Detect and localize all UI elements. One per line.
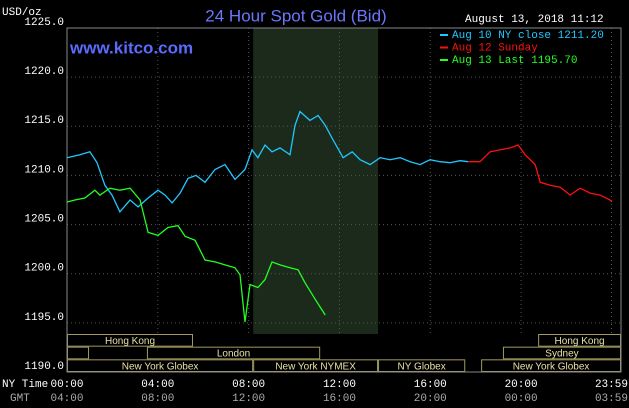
session-label: Sydney <box>545 349 578 360</box>
x-tick-label: 04:00 <box>141 379 174 391</box>
timestamp: August 13, 2018 11:12 <box>465 14 604 26</box>
x-tick-label-gmt: 08:00 <box>141 393 174 405</box>
x-tick-label-gmt: 20:00 <box>414 393 447 405</box>
unit-label: USD/oz <box>2 7 42 19</box>
y-tick-label: 1210.0 <box>24 164 64 176</box>
y-tick-label: 1195.0 <box>24 312 64 324</box>
x-tick-label-gmt: 00:00 <box>505 393 538 405</box>
chart-title: 24 Hour Spot Gold (Bid) <box>205 6 386 25</box>
x-tick-label-gmt: 12:00 <box>232 393 265 405</box>
shaded-span <box>253 28 379 334</box>
x-tick-label: 23:59 <box>595 379 628 391</box>
x-tick-label: 00:00 <box>50 379 83 391</box>
y-tick-label: 1225.0 <box>24 17 64 29</box>
x-tick-label: 20:00 <box>505 379 538 391</box>
legend-entry: Aug 10 NY close 1211.20 <box>452 30 604 42</box>
session-label: London <box>217 349 250 360</box>
session-label: Hong Kong <box>555 336 605 347</box>
y-tick-label: 1215.0 <box>24 115 64 127</box>
x-tick-label-gmt: 04:00 <box>50 393 83 405</box>
session-box <box>67 346 90 360</box>
y-tick-label: 1205.0 <box>24 213 64 225</box>
session-label: New York NYMEX <box>275 361 356 372</box>
x-tick-label-gmt: 03:59 <box>595 393 628 405</box>
session-label: NY Globex <box>398 361 446 372</box>
session-label: New York Globex <box>513 361 590 372</box>
y-tick-label: 1200.0 <box>24 263 64 275</box>
x-row-label: NY Time <box>2 379 48 391</box>
site-label: www.kitco.com <box>69 38 193 57</box>
legend-entry: Aug 12 Sunday <box>452 42 538 54</box>
x-tick-label: 08:00 <box>232 379 265 391</box>
x-tick-label: 12:00 <box>323 379 356 391</box>
y-tick-label: 1220.0 <box>24 66 64 78</box>
series-line <box>66 110 469 213</box>
x-row-label: GMT <box>10 393 30 405</box>
series-line <box>468 144 613 203</box>
legend-entry: Aug 13 Last 1195.70 <box>452 55 577 67</box>
plot-border <box>66 27 622 373</box>
x-tick-label-gmt: 16:00 <box>323 393 356 405</box>
session-label: Hong Kong <box>105 336 155 347</box>
session-box <box>146 346 321 360</box>
y-tick-label: 1190.0 <box>24 361 64 373</box>
series-line <box>66 187 326 322</box>
session-label: New York Globex <box>122 361 199 372</box>
x-tick-label: 16:00 <box>414 379 447 391</box>
